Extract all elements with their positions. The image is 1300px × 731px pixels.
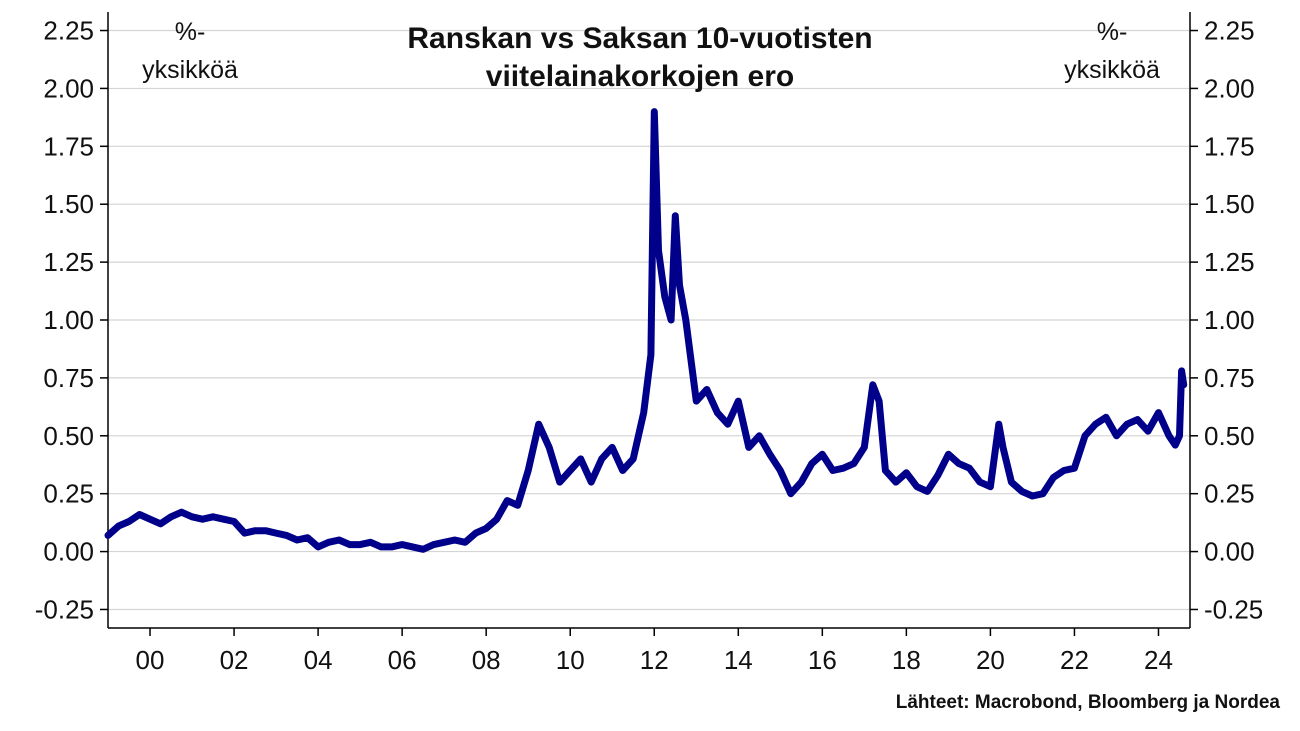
- tick-marks: [100, 29, 1198, 636]
- y-tick-label-right: 1.75: [1204, 131, 1255, 161]
- chart-title-line-1: Ranskan vs Saksan 10-vuotisten: [407, 22, 872, 55]
- y-tick-label-right: 1.25: [1204, 247, 1255, 277]
- y-tick-label-left: 0.25: [43, 479, 94, 509]
- unit-right-line-2: yksikköä: [1064, 56, 1160, 84]
- x-tick-label: 12: [640, 645, 669, 675]
- y-tick-label-right: 0.00: [1204, 537, 1255, 567]
- y-tick-label-left: 0.00: [43, 537, 94, 567]
- y-tick-label-right: 0.75: [1204, 363, 1255, 393]
- x-tick-label: 02: [220, 645, 249, 675]
- source-note: Lähteet: Macrobond, Bloomberg ja Nordea: [896, 692, 1281, 713]
- y-tick-label-left: -0.25: [35, 594, 94, 624]
- unit-label-left: %- yksikköä: [142, 18, 238, 84]
- x-tick-label: 20: [976, 645, 1005, 675]
- unit-left-line-2: yksikköä: [142, 56, 238, 84]
- unit-left-line-1: %-: [175, 18, 206, 46]
- y-tick-label-right: -0.25: [1204, 594, 1263, 624]
- y-tick-label-left: 2.25: [43, 16, 94, 46]
- y-tick-label-left: 2.00: [43, 73, 94, 103]
- y-tick-label-left: 0.75: [43, 363, 94, 393]
- y-tick-label-right: 0.50: [1204, 421, 1255, 451]
- unit-label-right: %- yksikköä: [1064, 18, 1160, 84]
- y-tick-label-left: 1.75: [43, 131, 94, 161]
- y-tick-label-left: 1.00: [43, 305, 94, 335]
- y-tick-label-left: 0.50: [43, 421, 94, 451]
- x-tick-label: 24: [1144, 645, 1173, 675]
- y-tick-label-right: 0.25: [1204, 479, 1255, 509]
- y-tick-label-left: 1.25: [43, 247, 94, 277]
- tick-labels: 2.25 2.25 2.00 2.00 1.75 1.75 1.50 1.50 1.25 1.25…: [35, 16, 1264, 675]
- y-tick-label-left: 1.50: [43, 189, 94, 219]
- x-tick-label: 06: [388, 645, 417, 675]
- y-tick-label-right: 1.00: [1204, 305, 1255, 335]
- y-tick-label-right: 1.50: [1204, 189, 1255, 219]
- x-tick-label: 04: [304, 645, 333, 675]
- x-tick-label: 22: [1060, 645, 1089, 675]
- series-line: [104, 108, 1188, 553]
- y-tick-label-right: 2.00: [1204, 73, 1255, 103]
- x-tick-label: 10: [556, 645, 585, 675]
- chart-title-line-2: viitelainakorkojen ero: [486, 60, 794, 93]
- x-tick-label: 16: [808, 645, 837, 675]
- x-tick-label: 14: [724, 645, 753, 675]
- x-tick-label: 18: [892, 645, 921, 675]
- unit-right-line-1: %-: [1097, 18, 1128, 46]
- x-tick-label: 08: [472, 645, 501, 675]
- x-tick-label: 00: [136, 645, 165, 675]
- y-tick-label-right: 2.25: [1204, 16, 1255, 46]
- chart-title: Ranskan vs Saksan 10-vuotisten viitelain…: [407, 22, 872, 93]
